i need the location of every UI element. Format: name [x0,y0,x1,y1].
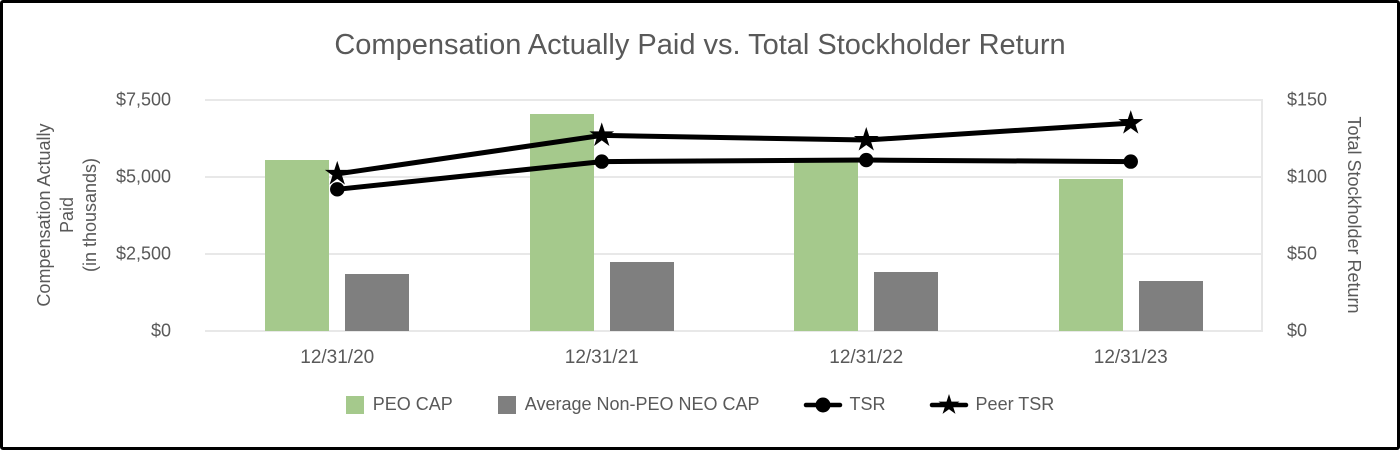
x-axis-tick-label: 12/31/21 [564,347,639,368]
legend-item-average-non-peo-neo-cap: Average Non-PEO NEO CAP [497,394,760,415]
legend-label-average-non-peo-neo-cap: Average Non-PEO NEO CAP [524,394,760,414]
peer-tsr-star-marker [853,127,879,151]
left-axis-title-line-1: Compensation Actually [34,123,54,307]
legend: PEO CAP Average Non-PEO NEO CAP TSR Peer TS… [3,393,1397,415]
bar-average-non-peo-neo-cap [1138,281,1203,331]
gridline [205,99,1263,101]
legend-item-peer-tsr: Peer TSR [929,393,1055,415]
tsr-circle-marker [594,154,609,169]
left-axis-tick-label: $2,500 [115,243,171,264]
tsr-line [334,157,1134,192]
bar-peo-cap [1058,178,1123,331]
x-axis-tick-label: 12/31/20 [300,347,375,368]
left-axis-tick-label: $5,000 [115,166,171,187]
right-axis-tick-label: $150 [1287,89,1328,110]
right-axis-tick-label: $100 [1287,166,1328,187]
x-axis-tick-label: 12/31/22 [829,347,904,368]
right-axis-title: Total Stockholder Return [1344,116,1364,314]
average-non-peo-neo-cap-swatch-icon [497,395,516,414]
bar-peo-cap [529,113,594,331]
legend-label-peo-cap: PEO CAP [372,394,453,414]
peer-tsr-star-marker-icon [929,393,968,414]
bar-average-non-peo-neo-cap [609,262,674,331]
bar-average-non-peo-neo-cap [345,274,410,331]
bar-average-non-peo-neo-cap [874,271,939,331]
bar-peo-cap [265,160,330,331]
tsr-circle-marker [1123,154,1138,169]
gridline [205,253,1263,255]
plot-right-border [1261,100,1263,331]
tsr-circle-marker [859,152,874,168]
left-axis-title: Compensation Actually Paid (in thousands… [33,91,105,339]
x-axis-tick-label: 12/31/23 [1093,347,1168,368]
bar-peo-cap [794,161,859,331]
legend-label-tsr: TSR [849,394,886,414]
left-axis-tick-label: $0 [150,320,171,341]
gridline [205,176,1263,178]
tsr-circle-marker [330,182,345,197]
legend-item-peo-cap: PEO CAP [345,394,453,415]
peo-cap-swatch-icon [345,395,364,414]
peer-tsr-star-marker [1118,110,1144,134]
left-axis-tick-label: $7,500 [115,89,171,110]
gridline [205,330,1263,332]
right-axis-tick-label: $50 [1287,243,1318,264]
legend-label-peer-tsr: Peer TSR [975,394,1055,414]
legend-item-tsr: TSR [803,394,886,415]
tsr-circle-marker-icon [803,397,842,412]
right-axis-tick-label: $0 [1287,320,1308,341]
left-axis-title-line-3: (in thousands) [80,157,100,273]
left-axis-title-line-2: Paid [57,196,77,234]
peer-tsr-star-marker [324,160,350,185]
chart-title: Compensation Actually Paid vs. Total Sto… [334,29,1066,61]
line-series-overlay [324,110,1144,197]
peer-tsr-star-marker [589,122,615,146]
peer-tsr-line [334,120,1134,177]
